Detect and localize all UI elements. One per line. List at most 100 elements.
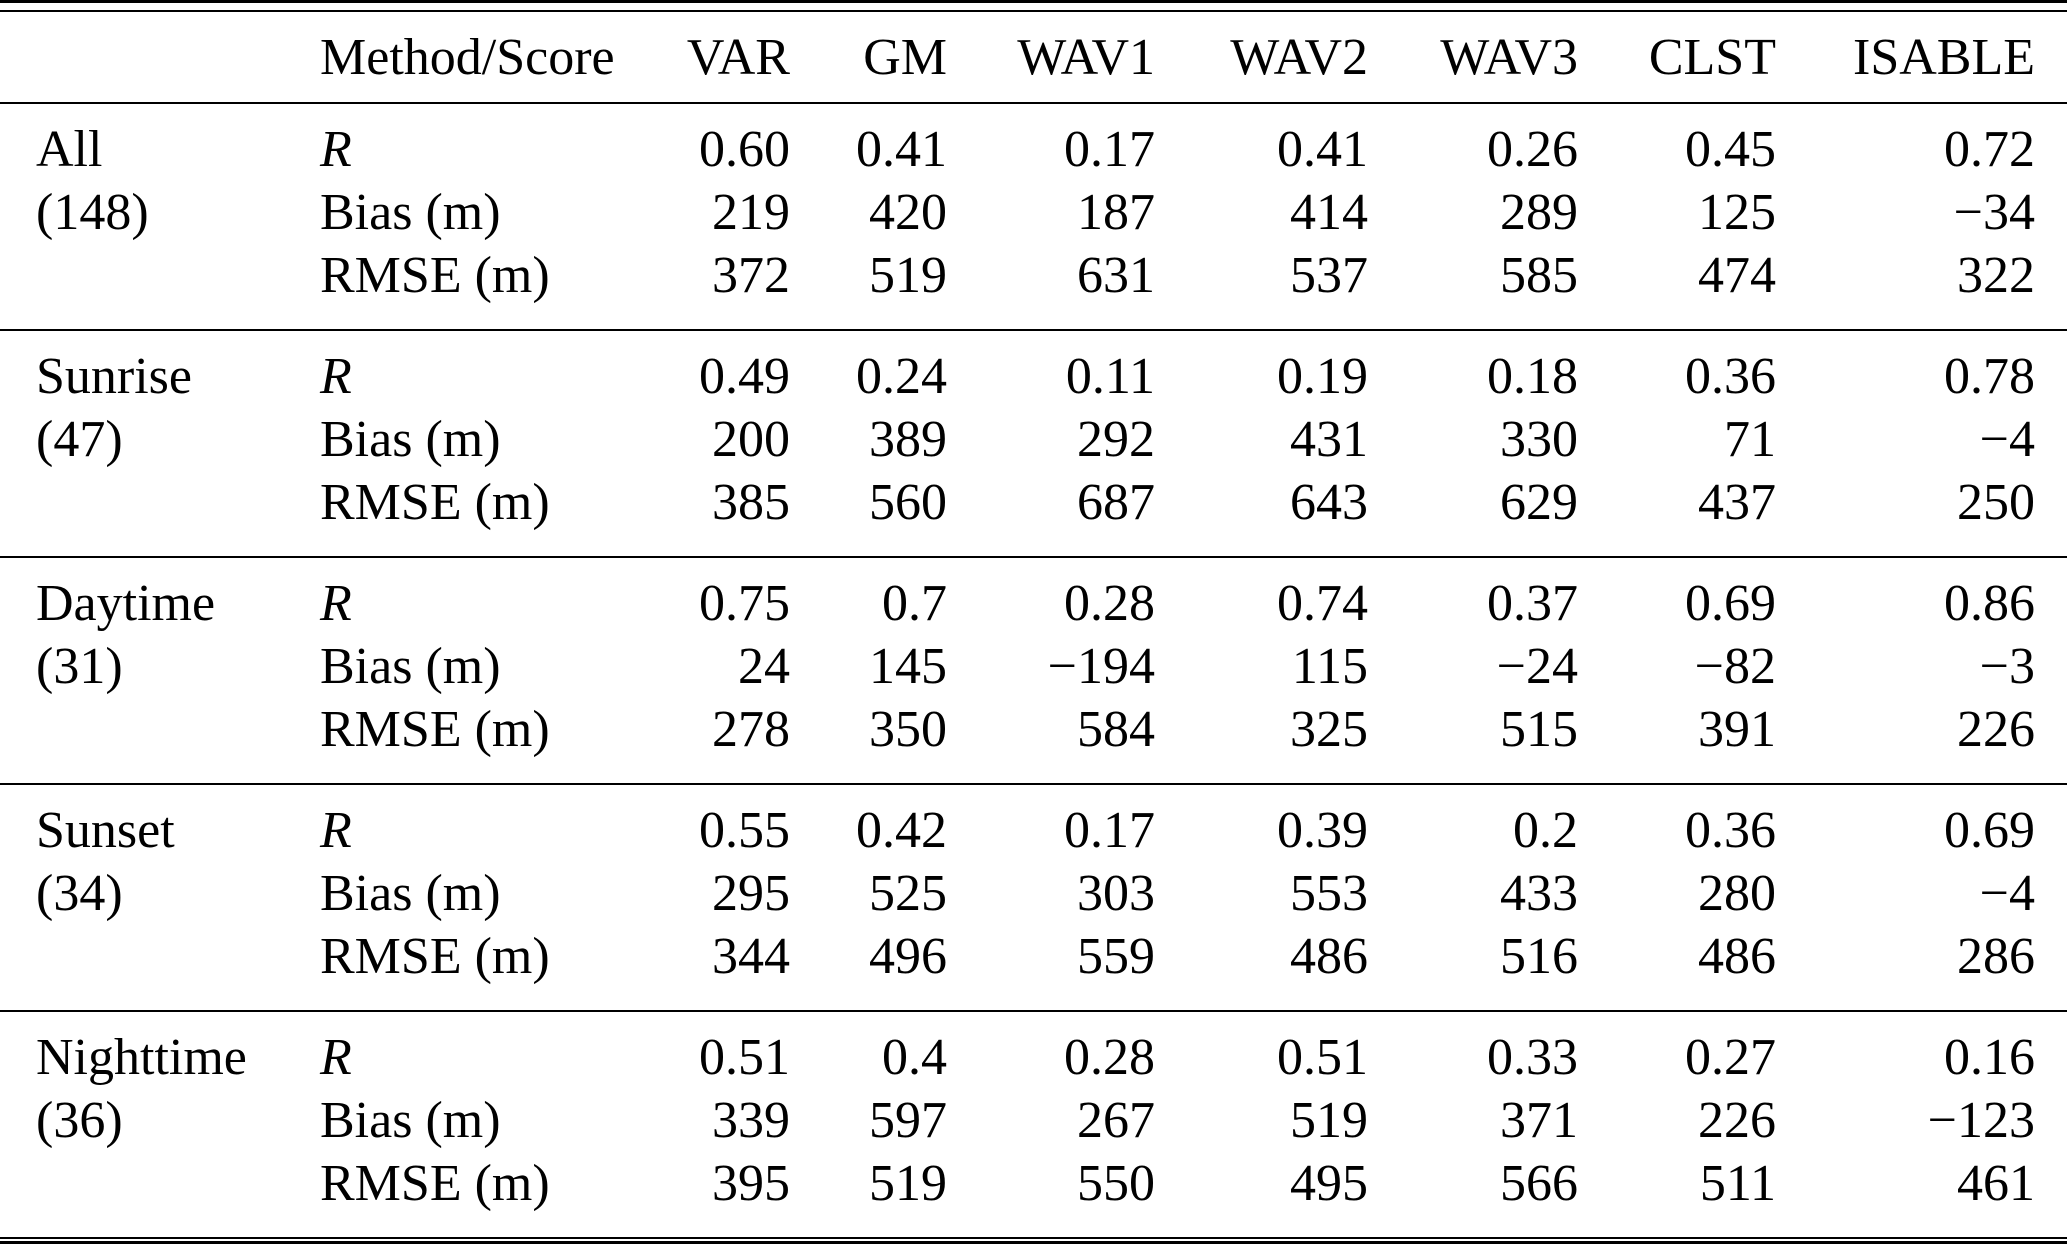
cell-value: 0.16: [1944, 1029, 2035, 1086]
metric-label: R: [320, 802, 352, 859]
column-header-isable: ISABLE: [1853, 28, 2035, 86]
table-row: (31) Bias (m) 24 145 −194 115 −24 −82 −3: [0, 635, 2067, 698]
cell-value: 0.27: [1685, 1029, 1776, 1086]
cell-value: 0.72: [1944, 121, 2035, 178]
cell-value: −34: [1953, 184, 2035, 241]
group-label: Daytime: [36, 575, 216, 632]
cell-value: −82: [1694, 638, 1776, 695]
cell-value: 515: [1500, 701, 1578, 758]
group-nighttime: Nighttime R 0.51 0.4 0.28 0.51 0.33 0.27…: [0, 1011, 2067, 1237]
cell-value: 0.51: [699, 1029, 790, 1086]
group-label-spacer: [0, 244, 300, 330]
cell-value: 585: [1500, 247, 1578, 304]
group-label-spacer: [0, 925, 300, 1011]
cell-value: 250: [1957, 474, 2035, 531]
cell-value: 631: [1077, 247, 1155, 304]
cell-value: 0.39: [1277, 802, 1368, 859]
cell-value: 0.75: [699, 575, 790, 632]
cell-value: 629: [1500, 474, 1578, 531]
cell-value: 0.36: [1685, 802, 1776, 859]
cell-value: 0.17: [1064, 121, 1155, 178]
cell-value: 0.45: [1685, 121, 1776, 178]
metric-label: Bias (m): [320, 865, 501, 922]
cell-value: 597: [869, 1092, 947, 1149]
metric-label: R: [320, 575, 352, 632]
metric-label: R: [320, 1029, 352, 1086]
cell-value: 330: [1500, 411, 1578, 468]
cell-value: 0.41: [856, 121, 947, 178]
cell-value: 0.78: [1944, 348, 2035, 405]
cell-value: −194: [1047, 638, 1155, 695]
cell-value: 0.24: [856, 348, 947, 405]
metric-label: Bias (m): [320, 184, 501, 241]
group-label-spacer: [0, 698, 300, 784]
cell-value: 474: [1698, 247, 1776, 304]
cell-value: 0.69: [1944, 802, 2035, 859]
group-label: All: [36, 121, 103, 178]
cell-value: 643: [1290, 474, 1368, 531]
cell-value: 389: [869, 411, 947, 468]
cell-value: 0.55: [699, 802, 790, 859]
cell-value: 286: [1957, 928, 2035, 985]
cell-value: 433: [1500, 865, 1578, 922]
group-sunset: Sunset R 0.55 0.42 0.17 0.39 0.2 0.36 0.…: [0, 784, 2067, 1011]
group-sunrise: Sunrise R 0.49 0.24 0.11 0.19 0.18 0.36 …: [0, 330, 2067, 557]
table-row: Sunrise R 0.49 0.24 0.11 0.19 0.18 0.36 …: [0, 330, 2067, 408]
cell-value: −123: [1927, 1092, 2035, 1149]
cell-value: 414: [1290, 184, 1368, 241]
cell-value: 372: [712, 247, 790, 304]
cell-value: 187: [1077, 184, 1155, 241]
table-row: RMSE (m) 385 560 687 643 629 437 250: [0, 471, 2067, 557]
column-header-wav1: WAV1: [1017, 28, 1155, 86]
group-count: (34): [36, 865, 123, 922]
cell-value: 486: [1698, 928, 1776, 985]
cell-value: 431: [1290, 411, 1368, 468]
table-row: All R 0.60 0.41 0.17 0.41 0.26 0.45 0.72: [0, 103, 2067, 181]
column-header-empty: [0, 12, 300, 103]
cell-value: 371: [1500, 1092, 1578, 1149]
cell-value: 0.51: [1277, 1029, 1368, 1086]
cell-value: 200: [712, 411, 790, 468]
cell-value: 0.28: [1064, 1029, 1155, 1086]
cell-value: 289: [1500, 184, 1578, 241]
cell-value: 437: [1698, 474, 1776, 531]
cell-value: 687: [1077, 474, 1155, 531]
cell-value: 511: [1699, 1155, 1776, 1212]
group-all: All R 0.60 0.41 0.17 0.41 0.26 0.45 0.72…: [0, 103, 2067, 330]
cell-value: 566: [1500, 1155, 1578, 1212]
cell-value: 0.74: [1277, 575, 1368, 632]
cell-value: 0.60: [699, 121, 790, 178]
table-row: RMSE (m) 395 519 550 495 566 511 461: [0, 1152, 2067, 1237]
cell-value: 0.19: [1277, 348, 1368, 405]
table-row: Daytime R 0.75 0.7 0.28 0.74 0.37 0.69 0…: [0, 557, 2067, 635]
cell-value: 0.37: [1487, 575, 1578, 632]
metric-label: Bias (m): [320, 1092, 501, 1149]
table-row: RMSE (m) 278 350 584 325 515 391 226: [0, 698, 2067, 784]
group-count: (31): [36, 638, 123, 695]
cell-value: 486: [1290, 928, 1368, 985]
group-label: Sunrise: [36, 348, 192, 405]
cell-value: −24: [1496, 638, 1578, 695]
column-header-var: VAR: [686, 28, 790, 86]
metric-label: Bias (m): [320, 638, 501, 695]
cell-value: 219: [712, 184, 790, 241]
table-row: (34) Bias (m) 295 525 303 553 433 280 −4: [0, 862, 2067, 925]
column-header-method-score: Method/Score: [320, 28, 615, 86]
cell-value: 0.86: [1944, 575, 2035, 632]
results-table: Method/Score VAR GM WAV1 WAV2 WAV3 CLST …: [0, 12, 2067, 1237]
table-row: RMSE (m) 372 519 631 537 585 474 322: [0, 244, 2067, 330]
cell-value: 516: [1500, 928, 1578, 985]
cell-value: 0.7: [882, 575, 947, 632]
cell-value: 391: [1698, 701, 1776, 758]
cell-value: 519: [869, 1155, 947, 1212]
cell-value: 519: [1290, 1092, 1368, 1149]
metric-label: RMSE (m): [320, 701, 550, 758]
cell-value: 461: [1957, 1155, 2035, 1212]
group-label: Sunset: [36, 802, 175, 859]
bottom-double-rule: [0, 1237, 2067, 1244]
cell-value: 226: [1957, 701, 2035, 758]
cell-value: 553: [1290, 865, 1368, 922]
cell-value: −4: [1979, 865, 2035, 922]
metric-label: R: [320, 121, 352, 178]
